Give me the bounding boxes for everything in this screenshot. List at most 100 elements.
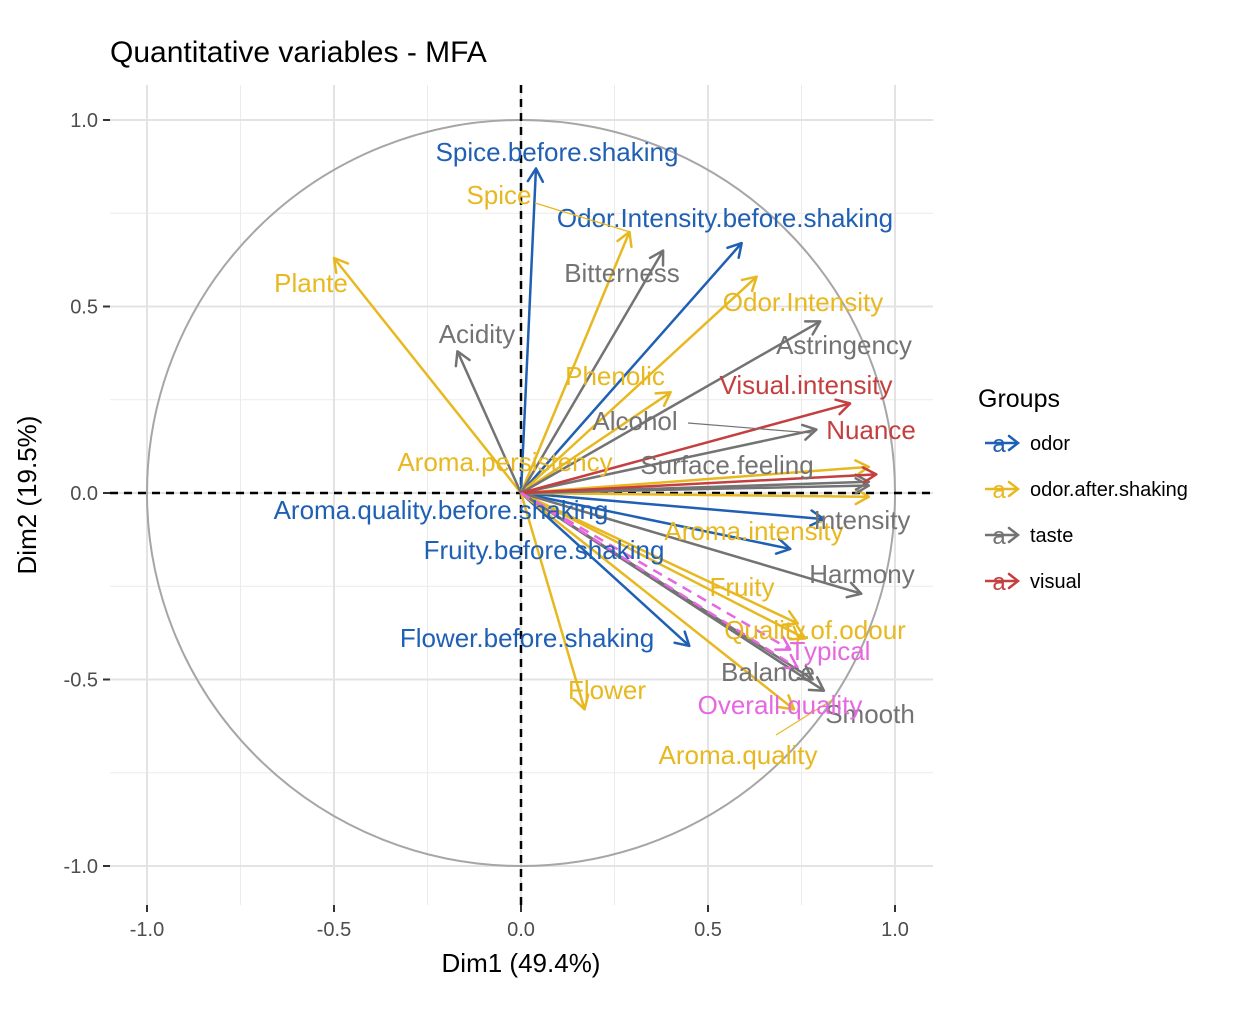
legend-label: taste: [1030, 525, 1073, 547]
legend-title: Groups: [978, 385, 1060, 413]
arrow-bitterness: [519, 249, 665, 494]
label-leader-line: [775, 699, 833, 736]
y-tick-label: 1.0: [70, 110, 98, 132]
x-tick-label: 0.5: [694, 919, 722, 941]
arrow-head: [854, 477, 871, 495]
variable-labels: Spice.before.shaking Odor.Intensity.befor…: [274, 137, 916, 770]
variable-label: Bitterness: [564, 258, 680, 288]
arrow-shaft: [520, 491, 799, 625]
arrow-shaft: [520, 391, 672, 495]
arrow-harmony: [520, 491, 863, 599]
x-tick-label: 1.0: [881, 919, 909, 941]
variable-label: Aroma.persistency: [397, 447, 612, 477]
variable-label: Flower: [568, 675, 646, 705]
variable-label: Aroma.intensity: [664, 516, 843, 546]
variable-label: Aroma.quality.before.shaking: [274, 495, 609, 525]
arrow-odor-intensity: [520, 275, 758, 494]
arrow-odor-intensity-before-shaking: [520, 241, 743, 494]
arrow-shaft: [520, 492, 795, 711]
arrow-fruity-before-shaking: [520, 491, 792, 555]
arrow-shaft: [520, 491, 791, 551]
variable-label: Typical: [790, 636, 871, 666]
arrow-aroma-persistency: [520, 459, 871, 495]
arrow-head: [740, 275, 758, 293]
legend-key-glyph: a: [992, 569, 1006, 596]
arrow-quality-of-odour: [520, 491, 807, 641]
legend-label: odor.after.shaking: [1030, 479, 1188, 501]
arrow-head: [781, 609, 800, 627]
arrow-shaft: [520, 473, 877, 495]
arrow-shaft: [520, 402, 851, 495]
variable-label: Spice.before.shaking: [436, 137, 679, 167]
x-tick-label: -0.5: [317, 919, 351, 941]
arrow-shaft: [520, 242, 743, 494]
variable-label: Balance: [721, 657, 815, 687]
arrow-head: [854, 459, 871, 477]
arrow-shaft: [520, 491, 806, 640]
arrow-astringency: [520, 320, 822, 495]
arrow-head: [800, 423, 818, 441]
arrow-acidity: [454, 350, 523, 494]
variable-label: Overall.quality: [698, 690, 863, 720]
arrow-shaft: [520, 428, 817, 495]
x-tick-label: 0.0: [507, 919, 535, 941]
arrow-shaft: [519, 249, 665, 494]
arrow-head: [854, 473, 871, 491]
y-axis-title: Dim2 (19.5%): [12, 416, 42, 575]
legend-key-arrowhead: [1007, 526, 1021, 544]
variable-label: Surface.feeling: [640, 450, 813, 480]
arrow-flower: [519, 492, 590, 711]
variable-label: Smooth: [825, 699, 915, 729]
variable-label: Visual.intensity: [720, 370, 893, 400]
label-leader-line: [687, 422, 813, 434]
arrow-shaft: [520, 465, 869, 495]
arrow-head: [572, 693, 590, 711]
legend: Groups a odor a odor.after.shaking a taste a vis…: [978, 385, 1188, 596]
arrow-alcohol: [520, 423, 818, 495]
arrow-shaft: [333, 257, 522, 494]
y-tick-label: -0.5: [64, 670, 98, 692]
arrow-shaft: [519, 492, 586, 710]
arrow-shaft: [519, 231, 631, 494]
arrow-head: [845, 581, 863, 599]
legend-key-arrowhead: [1007, 572, 1021, 590]
legend-key-glyph: a: [992, 431, 1006, 458]
legend-item: a taste: [985, 523, 1073, 550]
arrow-shaft: [520, 491, 791, 651]
arrow-shaft: [520, 491, 869, 498]
arrow-head: [454, 350, 471, 368]
chart-title: Quantitative variables - MFA: [110, 36, 487, 69]
arrow-shaft: [520, 492, 691, 647]
variable-label: Intensity: [814, 505, 911, 535]
arrow-head: [673, 630, 691, 648]
arrow-head: [726, 241, 743, 260]
arrow-head: [654, 391, 672, 408]
arrow-typical: [520, 491, 792, 651]
arrow-head: [774, 537, 792, 555]
variable-label: Quality.of.odour: [724, 615, 906, 645]
variable-label: Nuance: [826, 415, 916, 445]
y-tick-label: 0.5: [70, 297, 98, 319]
arrow-overall-quality: [520, 491, 800, 670]
arrow-visual-intensity: [520, 398, 852, 495]
variable-label: Odor.Intensity.before.shaking: [557, 203, 893, 233]
arrow-flower-before-shaking: [520, 492, 691, 648]
variable-label: Phenolic: [565, 361, 665, 391]
arrow-head: [774, 635, 792, 651]
arrow-head: [777, 694, 796, 711]
legend-item: a odor.after.shaking: [985, 477, 1188, 504]
arrow-shaft: [520, 491, 799, 670]
arrow-head: [648, 249, 665, 267]
arrow-shaft: [520, 491, 825, 521]
variable-label: Astringency: [776, 330, 912, 360]
label-leader-line: [534, 202, 631, 233]
variable-label: Harmony: [809, 559, 914, 589]
arrow-head: [789, 624, 807, 641]
legend-key-glyph: a: [992, 477, 1006, 504]
legend-item: a odor: [985, 431, 1070, 458]
arrow-fruity: [520, 491, 800, 627]
variable-label: Spice: [466, 180, 531, 210]
